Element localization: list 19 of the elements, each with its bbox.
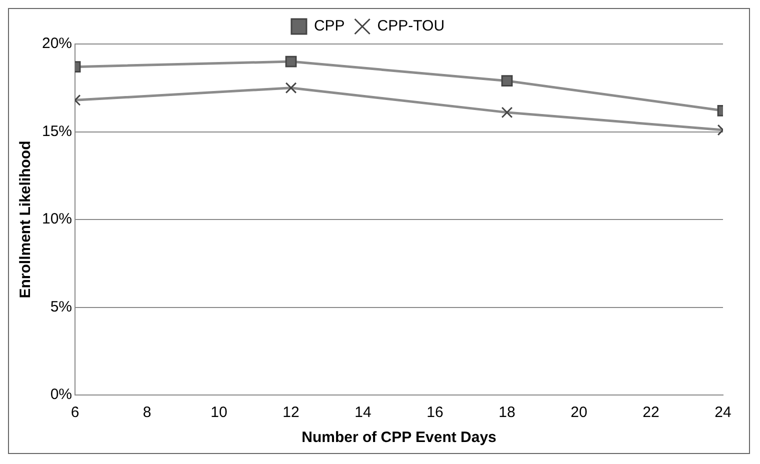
x-tick-label: 16 bbox=[426, 404, 444, 422]
legend-label: CPP-TOU bbox=[377, 18, 445, 35]
y-tick-label: 10% bbox=[42, 210, 72, 228]
x-tick-label: 22 bbox=[642, 404, 660, 422]
x-tick-label: 12 bbox=[282, 404, 300, 422]
y-tick-label: 15% bbox=[42, 122, 72, 140]
y-tick-label: 20% bbox=[42, 35, 72, 52]
y-tick-label: 0% bbox=[50, 386, 72, 404]
x-tick-label: 18 bbox=[498, 404, 516, 422]
y-axis-title: Enrollment Likelihood bbox=[17, 140, 34, 298]
x-tick-label: 20 bbox=[570, 404, 588, 422]
y-tick-label: 5% bbox=[50, 298, 72, 316]
x-tick-label: 6 bbox=[70, 404, 80, 422]
x-tick-label: 8 bbox=[142, 404, 152, 422]
x-axis-title: Number of CPP Event Days bbox=[302, 429, 496, 446]
legend-label: CPP bbox=[314, 18, 345, 35]
x-tick-label: 14 bbox=[354, 404, 372, 422]
x-tick-label: 10 bbox=[210, 404, 228, 422]
x-tick-label: 24 bbox=[714, 404, 732, 422]
